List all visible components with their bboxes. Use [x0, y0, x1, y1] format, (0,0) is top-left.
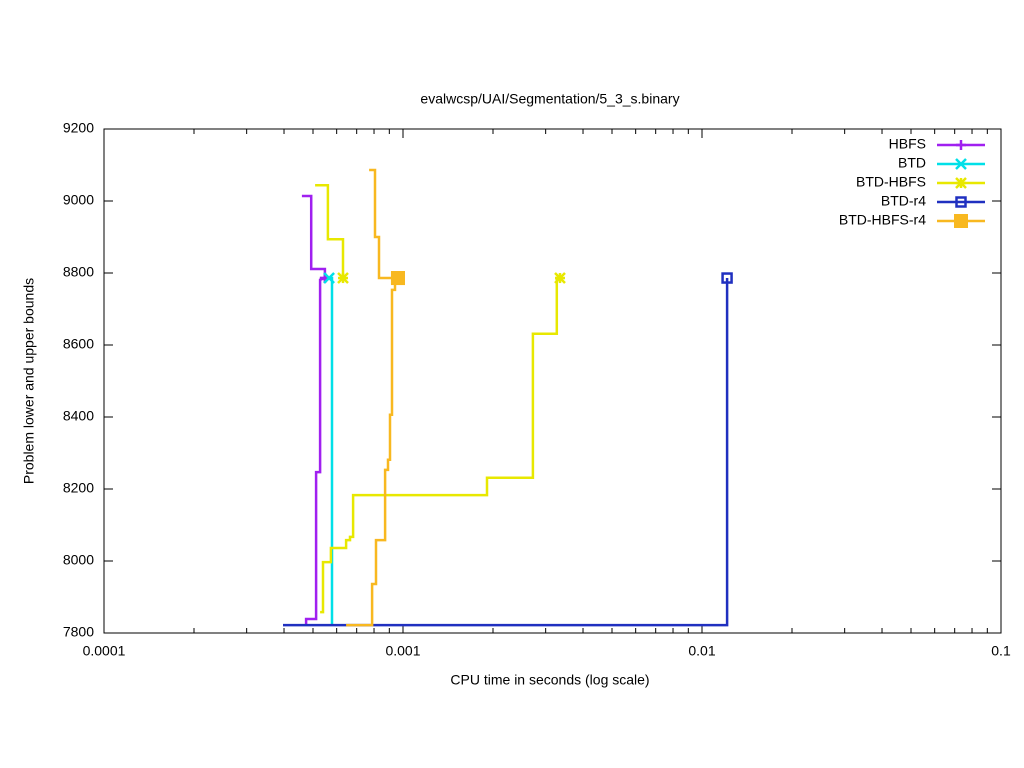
series-line [329, 276, 334, 626]
legend-label: BTD-HBFS-r4 [839, 212, 926, 228]
y-tick-label: 8400 [63, 408, 94, 424]
y-tick-label: 9200 [63, 120, 94, 136]
legend-label: HBFS [889, 136, 926, 152]
y-tick-label: 8600 [63, 336, 94, 352]
series-line [301, 194, 327, 626]
legend-label: BTD [898, 155, 926, 171]
y-tick-label: 9000 [63, 192, 94, 208]
marker [954, 214, 968, 228]
marker-box [955, 196, 967, 208]
marker [337, 272, 349, 284]
marker-stroke [554, 272, 566, 284]
y-tick-label: 8200 [63, 480, 94, 496]
plot-frame [103, 128, 1002, 634]
series-line [346, 168, 398, 627]
marker [390, 271, 405, 286]
y-axis-label: Problem lower and upper bounds [21, 278, 37, 484]
marker-stroke [955, 158, 967, 170]
marker-box [390, 271, 405, 286]
x-axis-label: CPU time in seconds (log scale) [450, 672, 649, 688]
y-tick-label: 7800 [63, 624, 94, 640]
x-tick-label: 0.0001 [83, 643, 126, 659]
marker [955, 196, 967, 208]
marker [554, 272, 566, 284]
marker [955, 158, 967, 170]
marker-box [954, 214, 968, 228]
marker-box [721, 272, 733, 284]
marker [955, 177, 967, 189]
series-line [315, 183, 560, 614]
marker-stroke [955, 177, 967, 189]
marker [721, 272, 733, 284]
marker-stroke [337, 272, 349, 284]
legend-label: BTD-r4 [881, 193, 926, 209]
y-tick-label: 8000 [63, 552, 94, 568]
marker [956, 140, 966, 150]
marker [323, 272, 335, 284]
x-tick-label: 0.01 [688, 643, 715, 659]
legend-label: BTD-HBFS [856, 174, 926, 190]
x-tick-label: 0.1 [991, 643, 1011, 659]
marker-stroke [323, 272, 335, 284]
x-tick-label: 0.001 [385, 643, 420, 659]
y-tick-label: 8800 [63, 264, 94, 280]
series-line [283, 278, 729, 627]
chart-title: evalwcsp/UAI/Segmentation/5_3_s.binary [420, 91, 679, 107]
